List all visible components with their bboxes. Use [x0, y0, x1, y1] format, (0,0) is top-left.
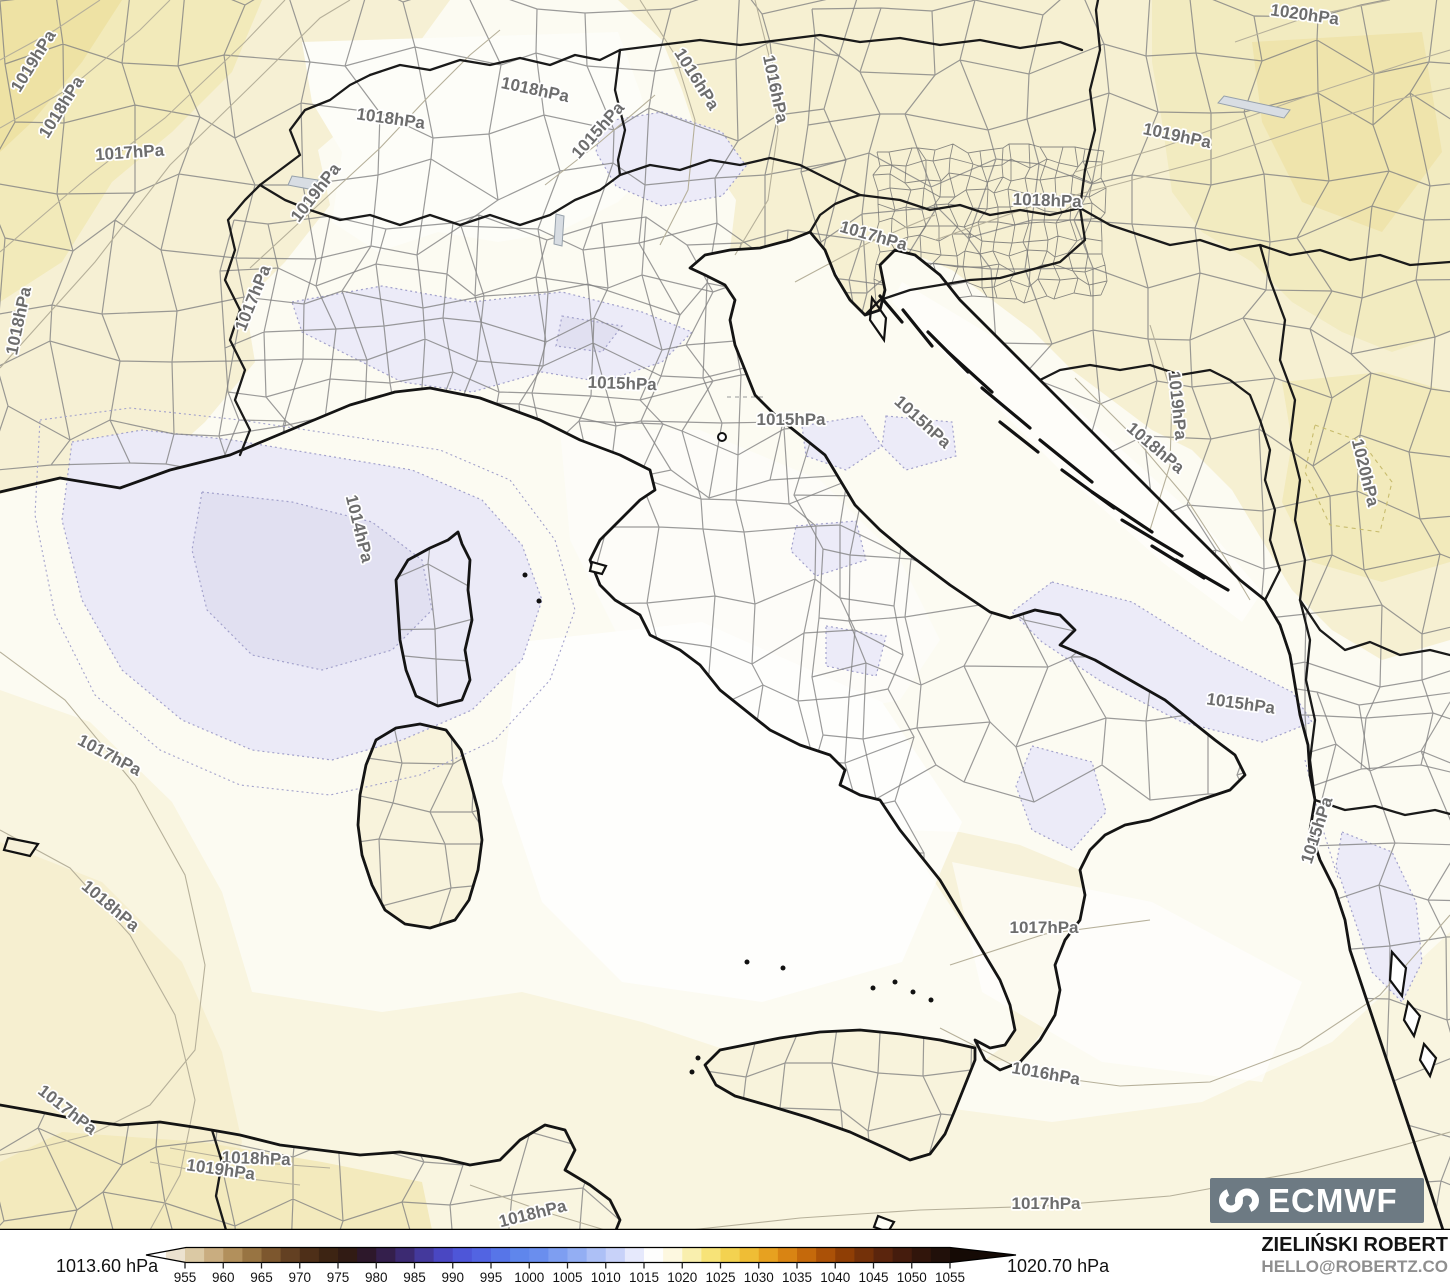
contour-label: 1015hPa: [757, 410, 827, 429]
coastlines: [0, 230, 1445, 1232]
pressure-shading: [0, 0, 1450, 1230]
ecmwf-logo-text: ECMWF: [1268, 1181, 1398, 1219]
colorbar-tick-label: 1025: [705, 1270, 735, 1285]
colorbar-tick-label: 1045: [858, 1270, 888, 1285]
country-borders: [210, 0, 1450, 1232]
colorbar-tick-label: 970: [288, 1270, 311, 1285]
colorbar-tick-label: 1000: [514, 1270, 544, 1285]
colorbar-tick-label: 990: [441, 1270, 464, 1285]
colorbar: 955 960 965 970 975 980 985 990 995 1000 1005 1010 1…: [145, 1246, 1017, 1285]
colorbar-tick-label: 975: [327, 1270, 350, 1285]
ecmwf-logo: ECMWF: [1210, 1178, 1424, 1223]
contour-label: 1015hPa: [587, 373, 657, 394]
colorbar-tick-label: 965: [250, 1270, 273, 1285]
colorbar-tick-label: 1035: [782, 1270, 812, 1285]
colorbar-tick-label: 960: [212, 1270, 235, 1285]
contour-lines: [0, 0, 1450, 1231]
colorbar-tick-label: 1015: [629, 1270, 659, 1285]
colorbar-tick-label: 1050: [897, 1270, 927, 1285]
contour-label: 1017hPa: [1010, 918, 1080, 937]
colorbar-tick-label: 955: [174, 1270, 197, 1285]
colorbar-tick-label: 980: [365, 1270, 388, 1285]
colorbar-tick-label: 1020: [667, 1270, 697, 1285]
colorbar-tick-label: 1055: [935, 1270, 965, 1285]
ecmwf-logo-mark: [1219, 1188, 1259, 1213]
contour-label: 1018hPa: [221, 1148, 291, 1169]
lakes: [287, 95, 1291, 247]
attribution: ZIELIŃSKI ROBERT HELLO@ROBERTZ.CO: [1261, 1234, 1448, 1277]
attribution-email: HELLO@ROBERTZ.CO: [1261, 1257, 1448, 1276]
colorbar-tick-label: 1005: [552, 1270, 582, 1285]
contour-label: 1017hPa: [1012, 1194, 1082, 1213]
contour-label: 1018hPa: [1012, 190, 1082, 211]
small-islands: [2, 294, 1438, 1232]
attribution-name: ZIELIŃSKI ROBERT: [1261, 1234, 1448, 1256]
colorbar-tick-label: 1040: [820, 1270, 850, 1285]
colorbar-min-value: 1013.60 hPa: [56, 1256, 159, 1276]
pressure-map: 1019hPa1018hPa1017hPa1018hPa1019hPa1017h…: [0, 0, 1450, 1232]
colorbar-band: 955 960 965 970 975 980 985 990 995 1000 1005 1010 1…: [0, 1230, 1450, 1287]
colorbar-tick-label: 1030: [744, 1270, 774, 1285]
colorbar-tick-label: 1010: [591, 1270, 621, 1285]
colorbar-tick-label: 995: [480, 1270, 503, 1285]
colorbar-tick-label: 985: [403, 1270, 426, 1285]
colorbar-max-value: 1020.70 hPa: [1007, 1256, 1110, 1276]
